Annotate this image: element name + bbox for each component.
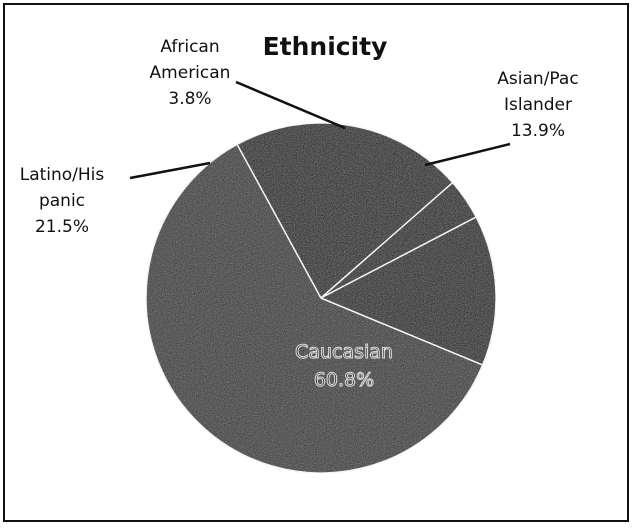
pie-slice-asian-pac-islander bbox=[319, 216, 497, 366]
leader-line-african-american bbox=[235, 80, 346, 130]
leader-line-asian-pac-islander bbox=[424, 142, 511, 167]
pie-slice-caucasian bbox=[145, 143, 484, 474]
slice-label-african-american: African American 3.8% bbox=[150, 37, 231, 109]
leader-lines bbox=[129, 80, 511, 180]
slice-label-caucasian: Caucasian 60.8% bbox=[295, 341, 393, 391]
slice-labels: Caucasian 60.8% Latino/His panic 21.5% Africa… bbox=[20, 37, 579, 392]
slice-label-asian-pac-islander: Asian/Pac Islander 13.9% bbox=[497, 69, 578, 141]
leader-line-latino-hispanic bbox=[129, 161, 211, 180]
pie-slices bbox=[145, 122, 497, 474]
slice-label-latino-hispanic: Latino/His panic 21.5% bbox=[20, 165, 105, 237]
pie-slice-latino-hispanic bbox=[236, 122, 454, 300]
chart-title: Ethnicity bbox=[263, 32, 388, 61]
